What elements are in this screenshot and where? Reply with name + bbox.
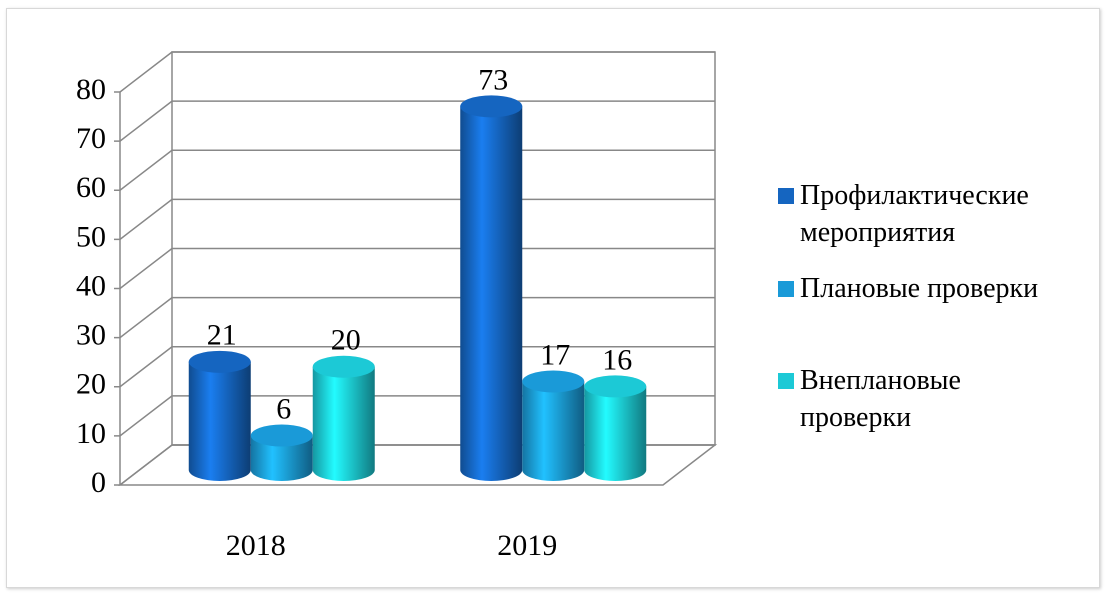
legend-label: Профилактические мероприятия	[800, 180, 1029, 248]
bar-top	[522, 370, 585, 393]
legend-label: Внеплановые проверки	[800, 365, 961, 433]
y-tick-label: 80	[76, 73, 106, 106]
bar	[584, 375, 647, 482]
bar-body	[188, 361, 251, 482]
legend-label: Плановые проверки	[800, 273, 1039, 304]
frame	[6, 8, 1100, 588]
grid-line	[119, 247, 715, 290]
y-tick-label: 40	[76, 269, 106, 302]
data-label: 21	[207, 319, 237, 352]
bar-top	[250, 424, 313, 447]
bar-top	[188, 350, 251, 373]
grid-line	[119, 149, 715, 191]
bar	[460, 95, 523, 481]
y-tick-label: 10	[76, 417, 106, 450]
y-tick-label: 0	[91, 466, 106, 499]
legend-item: Профилактические мероприятия	[778, 177, 1062, 251]
bar-top	[460, 95, 523, 118]
bar	[250, 424, 313, 482]
bar-body	[460, 106, 523, 481]
bar	[312, 355, 375, 481]
legend-swatch	[778, 281, 794, 297]
x-tick-label: 2018	[226, 529, 286, 562]
grid-line	[119, 296, 715, 339]
bar-top	[312, 355, 375, 378]
legend-item: Плановые проверки	[778, 270, 1062, 307]
grid-line	[119, 198, 715, 240]
bar-body	[522, 381, 585, 482]
data-label: 73	[478, 63, 508, 96]
grid-line	[119, 346, 715, 388]
y-tick-label: 60	[76, 171, 106, 204]
legend-swatch	[778, 188, 794, 204]
bar-body	[250, 435, 313, 482]
bar-body	[584, 386, 647, 482]
bar-top	[584, 375, 647, 398]
y-tick-label: 20	[76, 368, 106, 401]
y-tick-label: 30	[76, 319, 106, 352]
bar-body	[312, 366, 375, 481]
legend-swatch	[778, 373, 794, 389]
data-label: 6	[276, 392, 291, 425]
grid-line	[119, 51, 715, 93]
data-label: 17	[540, 338, 570, 371]
data-label: 20	[331, 324, 361, 357]
y-tick-label: 50	[76, 220, 106, 253]
bar	[188, 350, 251, 482]
legend-item: Внеплановые проверки	[778, 362, 1062, 436]
grid-line	[119, 100, 715, 142]
data-label: 16	[602, 343, 632, 376]
x-tick-label: 2019	[497, 529, 557, 562]
bar	[522, 370, 585, 482]
y-tick-label: 70	[76, 122, 106, 155]
